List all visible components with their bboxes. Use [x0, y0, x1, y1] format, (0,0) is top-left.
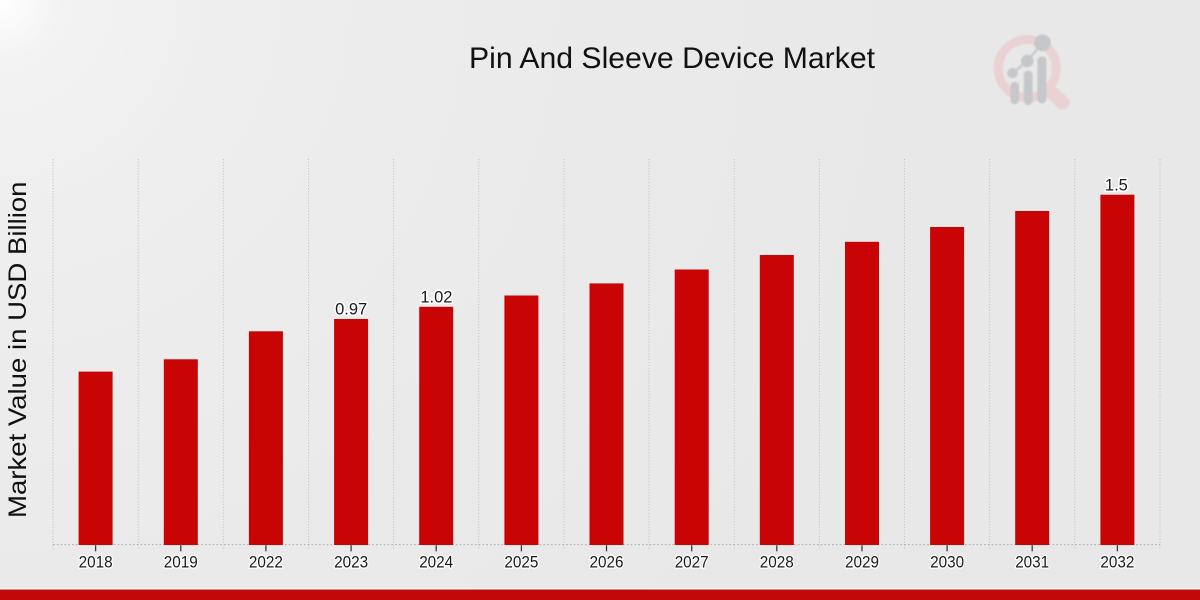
svg-text:2032: 2032	[1100, 552, 1134, 571]
svg-text:2027: 2027	[675, 552, 709, 571]
svg-text:2019: 2019	[164, 552, 198, 571]
svg-text:1.5: 1.5	[1105, 176, 1128, 194]
svg-text:2028: 2028	[760, 552, 794, 571]
svg-text:2026: 2026	[590, 552, 624, 571]
svg-text:2018: 2018	[79, 552, 113, 571]
svg-text:1.02: 1.02	[420, 288, 452, 306]
svg-text:2023: 2023	[334, 552, 368, 571]
svg-text:2025: 2025	[504, 552, 538, 571]
svg-text:2031: 2031	[1015, 552, 1049, 571]
svg-text:2030: 2030	[930, 552, 964, 571]
svg-text:2029: 2029	[845, 552, 879, 571]
svg-text:Market Value in USD Billion: Market Value in USD Billion	[4, 182, 32, 519]
svg-text:2022: 2022	[249, 552, 283, 571]
svg-text:Pin And Sleeve Device Market: Pin And Sleeve Device Market	[469, 42, 876, 75]
svg-text:0.97: 0.97	[335, 301, 367, 319]
svg-text:2024: 2024	[419, 552, 453, 571]
